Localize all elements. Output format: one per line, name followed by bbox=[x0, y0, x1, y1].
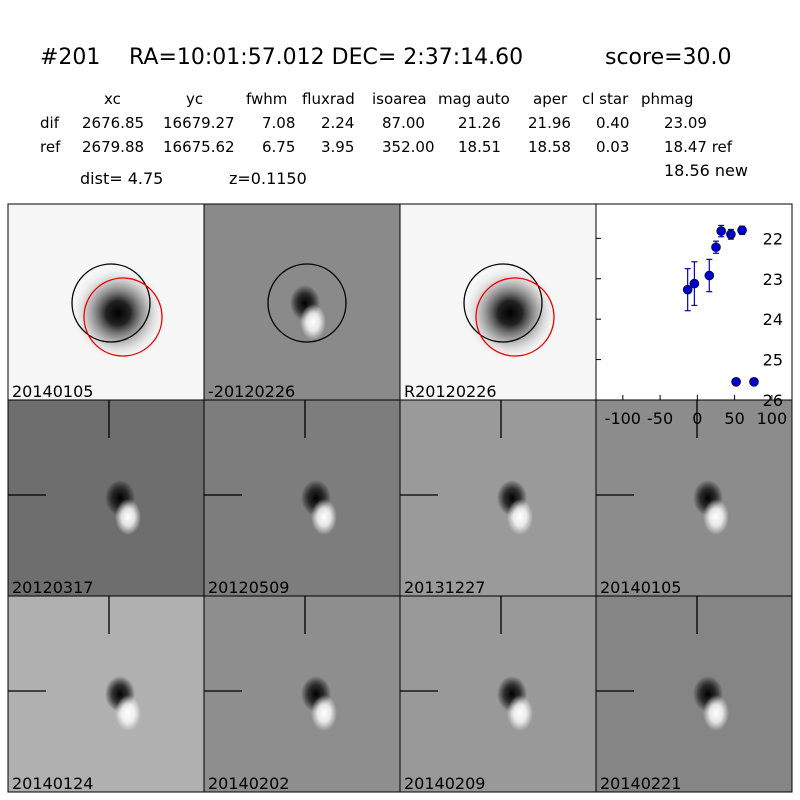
table-cell: 87.00 bbox=[382, 114, 425, 132]
phmag-new: 18.56 new bbox=[664, 161, 748, 180]
x-tick-label: 50 bbox=[724, 409, 744, 428]
column-header: xc bbox=[104, 90, 121, 108]
point bbox=[726, 229, 736, 240]
x-tick-label: -100 bbox=[605, 409, 641, 428]
aperture bbox=[267, 263, 347, 343]
blob-light bbox=[311, 499, 337, 535]
point bbox=[689, 278, 700, 289]
blob-light bbox=[703, 695, 729, 731]
stamps: 20140105 -20120226 R20120226 20120317 201205… bbox=[7, 203, 793, 793]
table-cell: 21.96 bbox=[528, 114, 571, 132]
coordinates: RA=10:01:57.012 DEC= 2:37:14.60 bbox=[129, 45, 523, 70]
table-cell: dif bbox=[40, 114, 60, 132]
stamp-label: 20140209 bbox=[404, 774, 485, 793]
stamp-label: 20140105 bbox=[12, 382, 93, 401]
blob-light bbox=[507, 499, 533, 535]
table-cell: 16675.62 bbox=[163, 138, 235, 156]
stamp-label: -20120226 bbox=[208, 382, 295, 401]
blob-light bbox=[300, 304, 326, 340]
blob-light bbox=[703, 499, 729, 535]
stamp-label: 20120317 bbox=[12, 578, 93, 597]
point bbox=[716, 226, 727, 236]
column-header: isoarea bbox=[372, 90, 427, 108]
table-cell: 18.58 bbox=[528, 138, 571, 156]
y-tick-label: 24 bbox=[763, 310, 783, 329]
object-id: #201 bbox=[40, 45, 100, 70]
point bbox=[737, 225, 747, 236]
blob-light bbox=[311, 695, 337, 731]
table-cell: 352.00 bbox=[382, 138, 435, 156]
blob-light bbox=[115, 695, 141, 731]
x-tick-label: -50 bbox=[647, 409, 673, 428]
aperture-ref bbox=[83, 277, 163, 357]
table-cell: ref bbox=[40, 138, 61, 156]
stamp-label: 20120509 bbox=[208, 578, 289, 597]
point bbox=[711, 242, 721, 253]
column-header: fwhm bbox=[246, 90, 287, 108]
redshift: z=0.1150 bbox=[229, 169, 307, 188]
column-header: mag auto bbox=[438, 90, 510, 108]
table-cell: 0.03 bbox=[596, 138, 629, 156]
table-cell: 2679.88 bbox=[82, 138, 144, 156]
table-cell: 3.95 bbox=[321, 138, 354, 156]
column-header: phmag bbox=[641, 90, 693, 108]
galaxy bbox=[70, 265, 166, 361]
point bbox=[749, 377, 759, 387]
stamp-label: 20131227 bbox=[404, 578, 485, 597]
x-tick-label: 100 bbox=[757, 409, 788, 428]
point bbox=[731, 377, 741, 387]
table-cell: 18.51 bbox=[458, 138, 501, 156]
y-tick-label: 22 bbox=[763, 229, 783, 248]
column-header: cl star bbox=[582, 90, 629, 108]
table-cell: 18.47 ref bbox=[664, 138, 733, 156]
table-cell: 16679.27 bbox=[163, 114, 235, 132]
score: score=30.0 bbox=[605, 45, 732, 70]
table-cell: 7.08 bbox=[262, 114, 295, 132]
x-tick-label: 0 bbox=[692, 409, 702, 428]
table-cell: 23.09 bbox=[664, 114, 707, 132]
table-cell: 0.40 bbox=[596, 114, 629, 132]
galaxy bbox=[462, 265, 558, 361]
blob-light bbox=[507, 695, 533, 731]
stamp-label: 20140105 bbox=[600, 578, 681, 597]
column-header: yc bbox=[186, 90, 203, 108]
table-cell: 2676.85 bbox=[82, 114, 144, 132]
table-cell: 21.26 bbox=[458, 114, 501, 132]
y-tick-label: 25 bbox=[763, 351, 783, 370]
aperture bbox=[463, 263, 543, 343]
stamp-label: R20120226 bbox=[404, 382, 497, 401]
table-cell: 2.24 bbox=[321, 114, 354, 132]
distance: dist= 4.75 bbox=[80, 169, 163, 188]
aperture bbox=[71, 263, 151, 343]
aperture-ref bbox=[475, 277, 555, 357]
light-curve: 22 23 24 25 26 -100 -50 0 50 100 bbox=[595, 203, 793, 428]
stamp-label: 20140202 bbox=[208, 774, 289, 793]
stamp-label: 20140221 bbox=[600, 774, 681, 793]
column-header: fluxrad bbox=[302, 90, 355, 108]
point bbox=[682, 284, 693, 295]
y-tick-label: 23 bbox=[763, 270, 783, 289]
blob-light bbox=[115, 499, 141, 535]
y-tick-label: 26 bbox=[763, 391, 783, 410]
column-header: aper bbox=[533, 90, 568, 108]
stamp-label: 20140124 bbox=[12, 774, 93, 793]
table-cell: 6.75 bbox=[262, 138, 295, 156]
point bbox=[704, 270, 715, 281]
